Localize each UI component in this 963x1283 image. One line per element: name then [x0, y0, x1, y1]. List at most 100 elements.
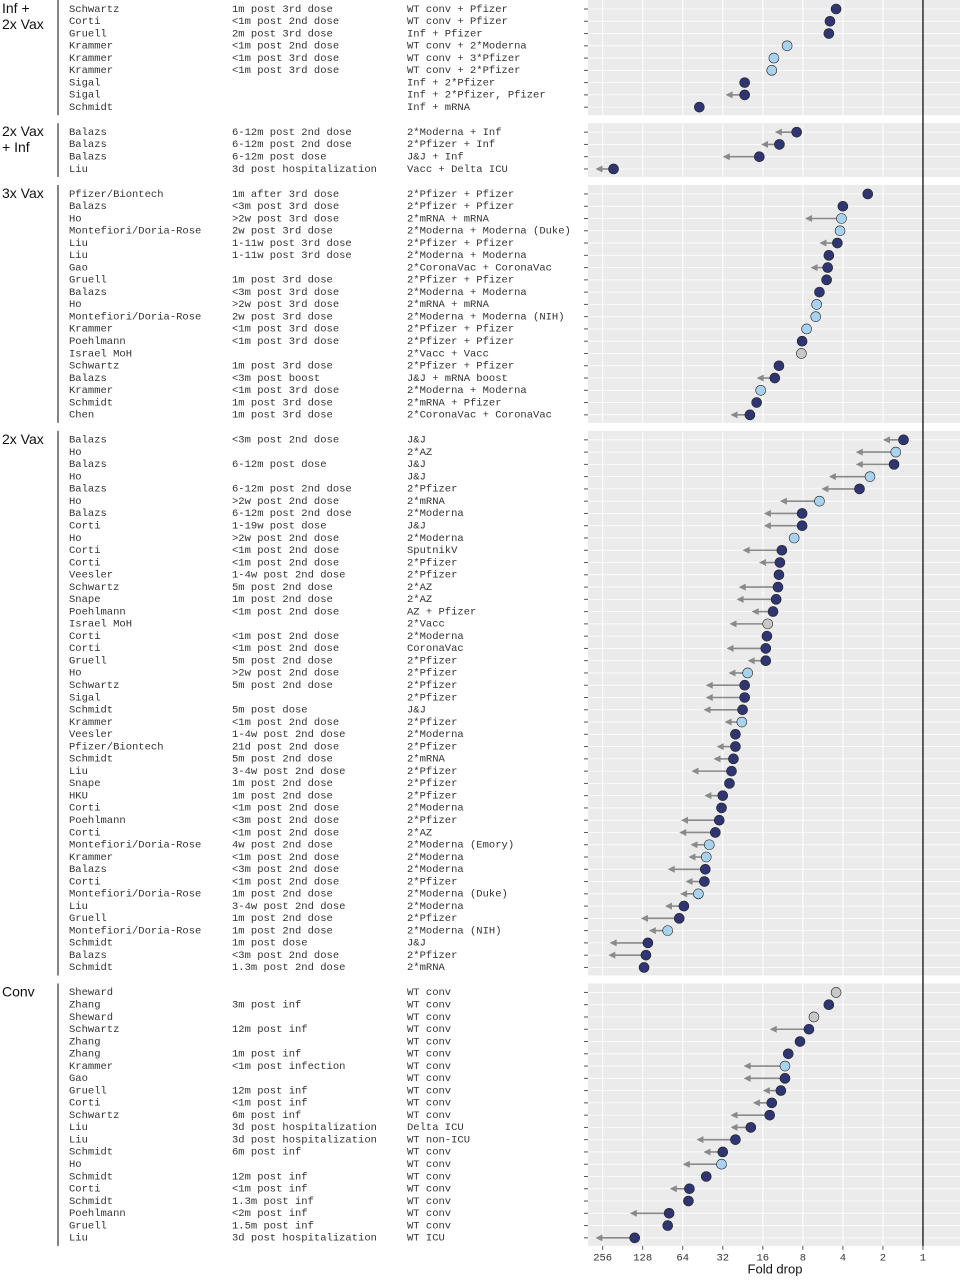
time: 6-12m post 2nd dose	[232, 484, 352, 496]
study: Corti	[69, 827, 101, 839]
vaccine: 2*Moderna	[407, 901, 464, 913]
dot	[684, 1183, 695, 1195]
dot	[823, 28, 835, 39]
arrow-head	[716, 743, 724, 751]
study: Corti	[69, 521, 101, 533]
vaccine: 2*AZ	[407, 582, 432, 594]
time: <3m post 2nd dose	[232, 950, 339, 962]
study: Schmidt	[69, 102, 113, 114]
arrow	[730, 1111, 770, 1119]
dot	[796, 520, 808, 532]
time: <1m post 2nd dose	[232, 557, 339, 569]
vaccine: 2*mRNA	[407, 962, 446, 974]
dot	[801, 323, 812, 335]
dot	[730, 1134, 741, 1145]
study: Balazs	[69, 373, 107, 385]
dot	[764, 1109, 776, 1121]
study: Balazs	[69, 508, 107, 520]
time: 12m post inf	[232, 1085, 308, 1097]
vaccine: Inf + 2*Pfizer, Pfizer	[407, 90, 546, 102]
vaccine: 2*Moderna	[407, 864, 464, 876]
time: <1m post 3rd dose	[232, 324, 339, 336]
study: Balazs	[69, 950, 107, 962]
arrow-head	[703, 706, 711, 714]
marks: Inf +2x Vax Schwartz 1m post 3rd dose WT co…	[2, 0, 926, 1265]
vaccine: WT conv	[407, 1085, 451, 1097]
study: Liu	[69, 238, 88, 250]
dot	[774, 139, 785, 150]
time: 1.3m post inf	[232, 1196, 314, 1208]
vaccine: 2*Moderna + Inf	[407, 127, 502, 139]
time: >2w post 3rd dose	[232, 213, 339, 225]
dot	[774, 557, 786, 568]
time: <3m post boost	[232, 373, 320, 385]
arrow-head	[758, 559, 766, 567]
vaccine: 2*Moderna + Moderna (Duke)	[407, 226, 571, 238]
dot	[716, 802, 727, 814]
time: 1m post 2nd dose	[232, 925, 333, 937]
arrow	[640, 914, 680, 922]
time: 1m post inf	[232, 1049, 301, 1061]
time: <1m post infection	[232, 1061, 345, 1073]
time: <1m post 2nd dose	[232, 545, 339, 557]
dot	[716, 1158, 727, 1170]
study: Schmidt	[69, 705, 113, 717]
arrow-head	[691, 767, 699, 775]
dot	[739, 679, 750, 691]
vaccine: WT conv	[407, 1024, 451, 1036]
time: <1m post 3rd dose	[232, 65, 339, 77]
dot	[890, 446, 902, 458]
dot	[745, 1122, 757, 1133]
vaccine: 2*Vacc + Vacc	[407, 348, 489, 360]
time: <1m post 3rd dose	[232, 385, 339, 397]
time: <1m post inf	[232, 1098, 308, 1110]
arrow-head	[680, 816, 688, 824]
study: Sigal	[69, 692, 101, 704]
study: Corti	[69, 631, 101, 643]
x-tick-label: 256	[593, 1253, 612, 1265]
arrow-head	[703, 1148, 711, 1156]
time: 2w post 3rd dose	[232, 311, 333, 323]
arrow-head	[725, 91, 733, 99]
dot	[678, 900, 690, 912]
time: 5m post 2nd dose	[232, 754, 333, 766]
study: Corti	[69, 876, 101, 888]
vaccine: 2*Moderna	[407, 631, 464, 643]
study: Schmidt	[69, 938, 113, 950]
study: Gruell	[69, 28, 107, 40]
time: 2w post 3rd dose	[232, 226, 333, 238]
study: Ho	[69, 533, 82, 545]
vaccine: WT conv	[407, 1036, 451, 1048]
arrow-head	[685, 878, 693, 886]
vaccine: 2*Moderna	[407, 508, 464, 520]
study: Zhang	[69, 999, 101, 1011]
arrow-head	[821, 485, 829, 493]
study: HKU	[69, 790, 88, 802]
study: Sheward	[69, 1012, 113, 1024]
study: Ho	[69, 447, 82, 459]
vaccine: J&J	[407, 459, 426, 471]
arrow-head	[595, 165, 603, 173]
study: Schwartz	[69, 680, 119, 692]
study: Corti	[69, 545, 101, 557]
study: Balazs	[69, 139, 107, 151]
study: Krammer	[69, 324, 113, 336]
study: Liu	[69, 250, 88, 262]
study: Poehlmann	[69, 1208, 126, 1220]
vaccine: 2*Pfizer	[407, 668, 457, 680]
time: 2m post 3rd dose	[232, 28, 333, 40]
vaccine: 2*mRNA + mRNA	[407, 213, 490, 225]
study: Ho	[69, 1159, 82, 1171]
study: Krammer	[69, 41, 113, 53]
arrow	[742, 546, 782, 554]
dot	[739, 77, 750, 88]
dot	[767, 606, 779, 617]
dot	[796, 508, 808, 519]
study: Chen	[69, 410, 94, 422]
arrow-head	[743, 1074, 751, 1082]
dot	[814, 495, 825, 507]
study: Krammer	[69, 852, 113, 864]
arrow-head	[747, 657, 755, 665]
dot	[830, 3, 842, 15]
